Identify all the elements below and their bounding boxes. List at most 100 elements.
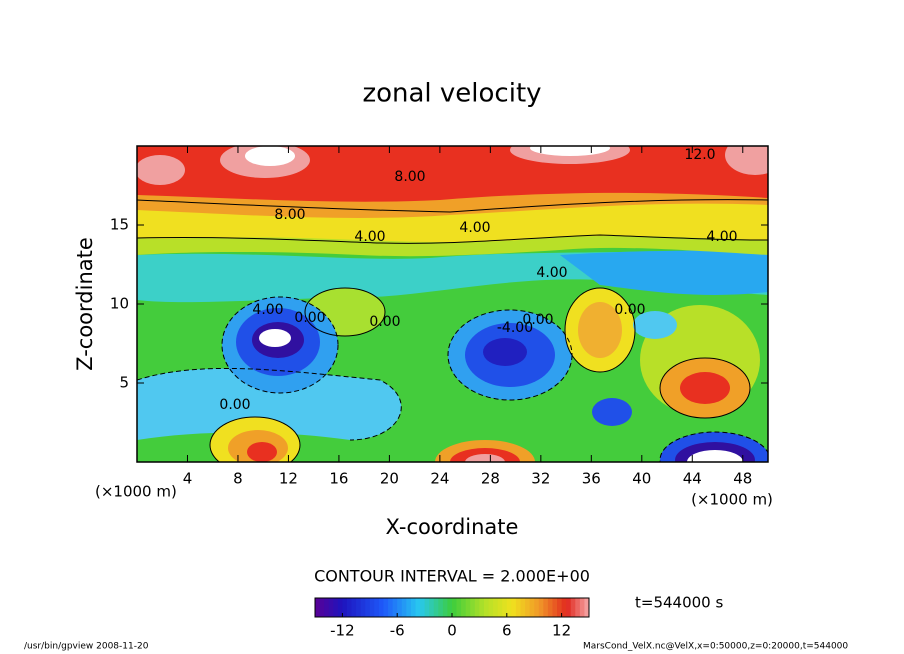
x-tick-label: 36 xyxy=(582,470,601,488)
colorbar-cell xyxy=(520,598,526,617)
contour-label: -4.00 xyxy=(497,320,533,336)
colorbar-cell xyxy=(397,598,403,617)
contour-label: 0.00 xyxy=(219,397,250,413)
colorbar-cell xyxy=(452,598,458,617)
contour-label: 4.00 xyxy=(354,229,385,245)
colorbar-cell xyxy=(488,598,494,617)
colorbar-cell xyxy=(410,598,416,617)
x-tick-label: 20 xyxy=(380,470,399,488)
colorbar-cell xyxy=(557,598,563,617)
colorbar-cell xyxy=(346,598,353,617)
colorbar-cell xyxy=(424,598,430,617)
colorbar-cell xyxy=(534,598,540,617)
y-tick-label: 5 xyxy=(119,374,129,392)
x-tick-label: 48 xyxy=(733,470,752,488)
colorbar-cell xyxy=(442,598,448,617)
x-tick-label: 28 xyxy=(481,470,500,488)
contour-label: 4.00 xyxy=(706,229,737,245)
colorbar-cell xyxy=(511,598,517,617)
contour-label: 4.00 xyxy=(459,220,490,236)
x-tick-label: 40 xyxy=(632,470,651,488)
contour-interval: CONTOUR INTERVAL = 2.000E+00 xyxy=(314,567,590,586)
y-axis-title: Z-coordinate xyxy=(73,237,97,371)
colorbar-cell xyxy=(447,598,453,617)
colorbar-cell xyxy=(369,598,375,617)
colorbar-tick-label: 0 xyxy=(447,622,457,640)
x-tick-label: 24 xyxy=(430,470,449,488)
colorbar-cell xyxy=(420,598,426,617)
colorbar-cell xyxy=(378,598,384,617)
x-tick-label: 8 xyxy=(233,470,243,488)
x-unit-label: (×1000 m) xyxy=(95,483,177,501)
x-tick-label: 44 xyxy=(683,470,702,488)
colorbar-cell xyxy=(365,598,371,617)
colorbar-cell xyxy=(579,598,585,617)
colorbar-cell xyxy=(497,598,503,617)
colorbar-cell xyxy=(474,598,480,617)
time-label: t=544000 s xyxy=(635,594,723,612)
colorbar-cell xyxy=(502,598,508,617)
colorbar-cell xyxy=(570,598,576,617)
colorbar-cell xyxy=(406,598,412,617)
colorbar-cell xyxy=(383,598,389,617)
colorbar-cell xyxy=(356,598,362,617)
colorbar-cell xyxy=(575,598,581,617)
colorbar-tick-label: 6 xyxy=(502,622,512,640)
colorbar-cell xyxy=(433,598,439,617)
colorbar-cell xyxy=(456,598,462,617)
colorbar-cell xyxy=(529,598,535,617)
colorbar-cell xyxy=(479,598,485,617)
colorbar-cell xyxy=(328,598,334,617)
colorbar-cell xyxy=(561,598,567,617)
colorbar-cell xyxy=(547,598,553,617)
colorbar-cell xyxy=(461,598,467,617)
x-tick-label: 32 xyxy=(531,470,550,488)
colorbar-cell xyxy=(388,598,394,617)
colorbar-tick-label: -12 xyxy=(330,622,355,640)
colorbar-cell xyxy=(374,598,380,617)
contour-label: 0.00 xyxy=(522,312,553,328)
colorbar-cell xyxy=(515,598,521,617)
colorbar-cell xyxy=(465,598,471,617)
colorbar-cell xyxy=(566,598,572,617)
colorbar-cell xyxy=(506,598,512,617)
colorbar-cell xyxy=(401,598,407,617)
colorbar-cell xyxy=(584,598,590,617)
x-tick-label: 4 xyxy=(183,470,193,488)
colorbar-cell xyxy=(415,598,421,617)
contour-label: 0.00 xyxy=(294,310,325,326)
colorbar-cell xyxy=(337,598,343,617)
colorbar-cell xyxy=(538,598,544,617)
footer-right: MarsCond_VelX.nc@VelX,x=0:50000,z=0:2000… xyxy=(583,642,848,652)
colorbar-tick-label: 12 xyxy=(552,622,571,640)
x-tick-label: 12 xyxy=(279,470,298,488)
y-tick-label: 15 xyxy=(110,216,129,234)
contour-label: 4.00 xyxy=(536,265,567,281)
x-axis-title: X-coordinate xyxy=(386,515,519,539)
y-tick-label: 10 xyxy=(110,295,129,313)
colorbar-cell xyxy=(525,598,531,617)
chart-title: zonal velocity xyxy=(362,79,541,109)
colorbar-cell xyxy=(324,598,330,617)
contour-label: 0.00 xyxy=(369,314,400,330)
colorbar-cell xyxy=(429,598,435,617)
colorbar-cell xyxy=(315,598,321,617)
contour-label: 4.00 xyxy=(252,302,283,318)
colorbar-cell xyxy=(470,598,476,617)
contour-label: 12.0 xyxy=(684,147,715,163)
contour-label: 8.00 xyxy=(274,207,305,223)
colorbar-cell xyxy=(543,598,549,617)
colorbar-tick-label: -6 xyxy=(390,622,405,640)
colorbar-cell xyxy=(493,598,499,617)
colorbar-cell xyxy=(342,598,348,617)
colorbar-cell xyxy=(392,598,398,617)
x-unit-label: (×1000 m) xyxy=(691,491,773,509)
contour-label: 0.00 xyxy=(614,302,645,318)
contour-field xyxy=(137,146,768,462)
footer-left: /usr/bin/gpview 2008-11-20 xyxy=(24,642,149,652)
colorbar-cell xyxy=(438,598,444,617)
contour-label: 8.00 xyxy=(394,169,425,185)
x-tick-label: 16 xyxy=(329,470,348,488)
colorbar-cell xyxy=(351,598,357,617)
